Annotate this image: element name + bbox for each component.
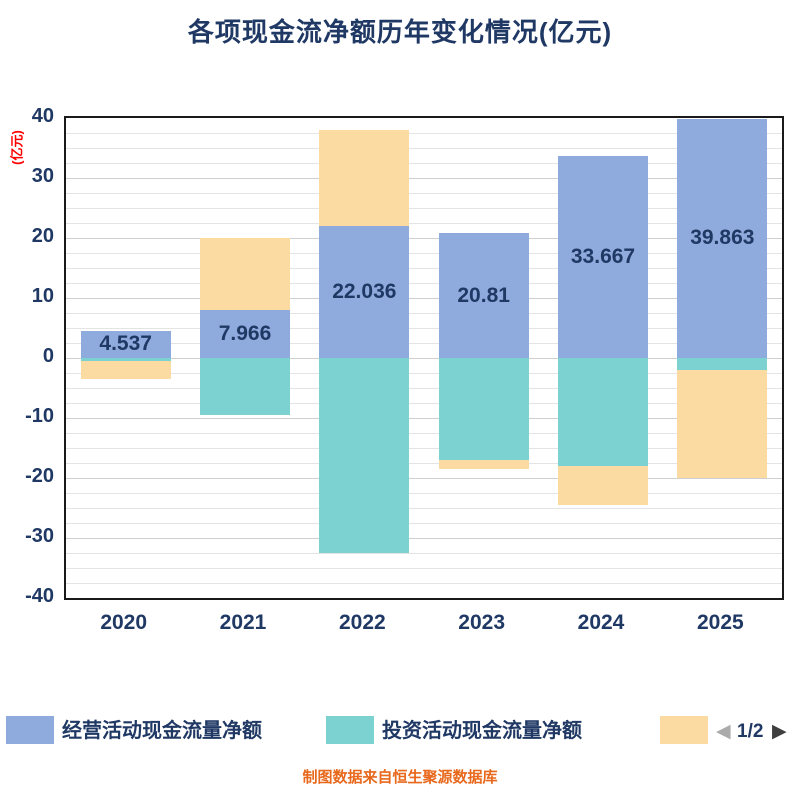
bar-segment bbox=[80, 358, 171, 361]
x-tick-label: 2023 bbox=[458, 611, 506, 634]
bar-segment bbox=[200, 238, 290, 311]
bar-segment bbox=[200, 310, 290, 358]
gridline bbox=[66, 313, 782, 314]
bar-value-label: 4.537 bbox=[99, 332, 152, 356]
plot-area: 4.537 7.966 22.036 20.81 33.667 39.863 bbox=[64, 116, 784, 600]
x-axis-ticks: 2020 2021 2022 2023 2024 2025 bbox=[64, 610, 784, 640]
gridline bbox=[66, 148, 782, 149]
gridline bbox=[66, 433, 782, 434]
gridline bbox=[66, 463, 782, 464]
gridline bbox=[66, 418, 782, 419]
bar-segment bbox=[80, 330, 171, 358]
x-tick-label: 2020 bbox=[100, 611, 148, 634]
gridline bbox=[66, 388, 782, 389]
bar-value-label: 22.036 bbox=[332, 279, 397, 303]
bar-segment bbox=[677, 118, 768, 358]
x-tick-label: 2025 bbox=[696, 611, 744, 634]
y-tick-label: 30 bbox=[31, 165, 54, 187]
gridline bbox=[66, 583, 782, 584]
bar-segment bbox=[319, 129, 410, 226]
bar-segment bbox=[200, 358, 290, 415]
legend: 经营活动现金流量净额 投资活动现金流量净额 ◀ 1/2 ▶ bbox=[0, 714, 800, 748]
gridline bbox=[66, 208, 782, 209]
y-tick-label: 10 bbox=[31, 285, 54, 307]
bar-segment bbox=[677, 358, 768, 370]
source-caption: 制图数据来自恒生聚源数据库 bbox=[302, 769, 498, 786]
x-tick-label: 2021 bbox=[219, 611, 267, 634]
bar-value-label: 39.863 bbox=[690, 226, 755, 250]
gridline bbox=[66, 223, 782, 224]
gridline bbox=[66, 358, 782, 359]
x-tick-label: 2024 bbox=[577, 611, 625, 634]
pagination-next-icon[interactable]: ▶ bbox=[772, 721, 787, 742]
gridline bbox=[66, 328, 782, 329]
gridline bbox=[66, 538, 782, 539]
gridline bbox=[66, 268, 782, 269]
y-tick-label: 20 bbox=[31, 225, 54, 247]
y-tick-label: -30 bbox=[25, 525, 54, 547]
gridline bbox=[66, 523, 782, 524]
bar-segment bbox=[319, 358, 410, 553]
bar-value-label: 7.966 bbox=[218, 322, 272, 346]
legend-label-operating: 经营活动现金流量净额 bbox=[62, 720, 262, 742]
pagination-label: 1/2 bbox=[737, 721, 764, 742]
gridline bbox=[66, 373, 782, 374]
legend-swatch-operating bbox=[6, 716, 54, 744]
y-tick-label: -40 bbox=[25, 585, 54, 607]
bar-value-label: 33.667 bbox=[570, 244, 636, 268]
y-axis-ticks: 40 30 20 10 0 -10 -20 -30 -40 bbox=[0, 105, 56, 607]
gridline bbox=[66, 493, 782, 494]
bar-segment bbox=[438, 233, 529, 358]
gridline bbox=[66, 508, 782, 509]
bar-segment bbox=[80, 361, 171, 379]
gridline bbox=[66, 478, 782, 479]
x-tick-label: 2022 bbox=[338, 611, 386, 634]
bar-segment bbox=[558, 155, 648, 358]
gridline bbox=[66, 553, 782, 554]
gridline bbox=[66, 133, 782, 134]
gridline bbox=[66, 178, 782, 179]
bar-segment bbox=[677, 370, 768, 478]
y-tick-label: 0 bbox=[42, 345, 54, 367]
legend-swatch-financing bbox=[660, 716, 708, 744]
gridline bbox=[66, 403, 782, 404]
y-tick-label: -20 bbox=[25, 465, 54, 487]
gridline bbox=[66, 163, 782, 164]
chart-title: 各项现金流净额历年变化情况(亿元) bbox=[187, 17, 613, 47]
gridline bbox=[66, 568, 782, 569]
bar-segment bbox=[438, 460, 529, 469]
bar-segment bbox=[319, 225, 410, 358]
legend-label-investing: 投资活动现金流量净额 bbox=[382, 720, 582, 742]
y-tick-label: -10 bbox=[25, 405, 54, 427]
gridline bbox=[66, 193, 782, 194]
gridline bbox=[66, 238, 782, 239]
gridline bbox=[66, 298, 782, 299]
bar-segment bbox=[558, 358, 648, 466]
y-tick-label: 40 bbox=[31, 105, 54, 127]
gridline bbox=[66, 283, 782, 284]
bar-segment bbox=[558, 466, 648, 505]
bar-value-label: 20.81 bbox=[457, 283, 510, 307]
gridline bbox=[66, 448, 782, 449]
pagination-prev-icon[interactable]: ◀ bbox=[716, 721, 731, 742]
gridline bbox=[66, 253, 782, 254]
bar-segment bbox=[438, 358, 529, 460]
gridline bbox=[66, 343, 782, 344]
legend-swatch-investing bbox=[326, 716, 374, 744]
